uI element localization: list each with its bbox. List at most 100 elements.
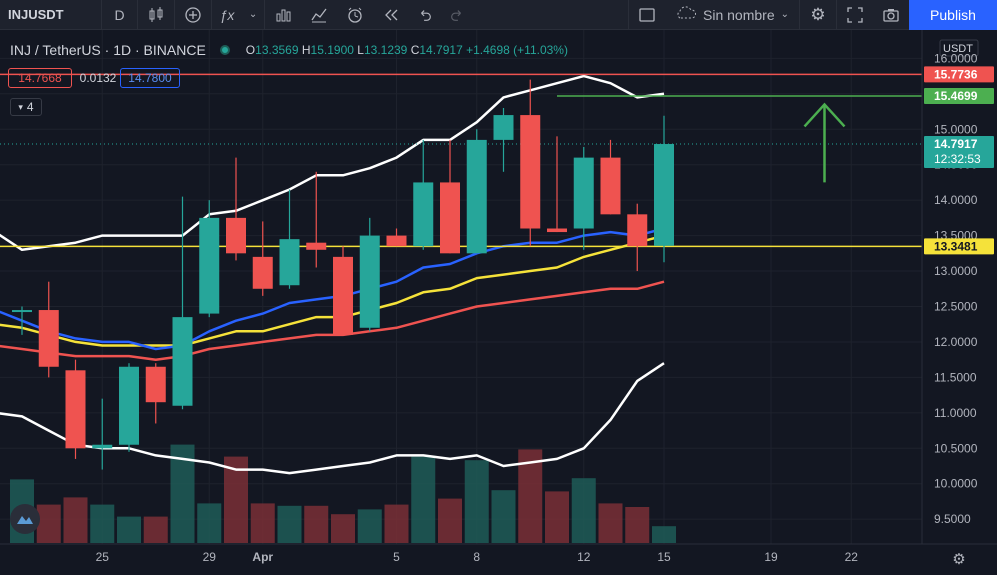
time-tick: 12 — [577, 550, 591, 564]
replay-icon[interactable] — [373, 0, 409, 30]
candle-body — [145, 366, 166, 403]
candle — [466, 129, 487, 254]
candle-body — [252, 256, 273, 289]
buy-price-button[interactable]: 14.7800 — [120, 68, 180, 88]
candle-body — [119, 366, 139, 445]
candle-body — [547, 228, 567, 233]
fullscreen-icon[interactable] — [837, 0, 873, 30]
high-value: 15.1900 — [310, 43, 354, 57]
volume-bar — [384, 504, 409, 543]
fx-icon[interactable]: ƒx — [219, 6, 235, 23]
interval-button[interactable]: D — [102, 0, 138, 30]
currency-label: USDT — [943, 43, 973, 55]
layout-name: Sin nombre — [703, 6, 775, 23]
countdown-label: 12:32:53 — [934, 152, 981, 166]
camera-icon[interactable] — [873, 0, 909, 30]
change-value: +1.4698 (+11.03%) — [466, 43, 568, 57]
volume-bar — [652, 526, 676, 543]
price-tick: 9.5000 — [934, 512, 971, 526]
target-arrow — [803, 102, 846, 183]
candle-body — [226, 217, 246, 254]
volume-bar — [36, 504, 61, 543]
candle-body — [386, 235, 407, 247]
candle-body — [600, 157, 621, 215]
publish-button[interactable]: Publish — [909, 0, 997, 30]
redo-icon[interactable] — [441, 0, 473, 30]
currency-box — [939, 39, 979, 57]
ema-blue-line — [0, 227, 665, 351]
gear-icon[interactable]: ⚙ — [810, 4, 826, 24]
chart-grid — [0, 30, 922, 544]
price-axis-bg — [922, 30, 997, 575]
chevron-down-icon[interactable]: ⌄ — [248, 9, 258, 20]
add-indicator-icon[interactable] — [175, 0, 211, 30]
alert-icon[interactable] — [337, 0, 373, 30]
bar-chart-icon[interactable] — [265, 0, 301, 30]
candle — [654, 115, 674, 263]
support-yellow-tag-label: 13.3481 — [934, 239, 978, 253]
time-tick: 5 — [393, 550, 400, 564]
horizontal-lines — [0, 73, 922, 248]
undo-icon[interactable] — [409, 0, 441, 30]
price-tick: 12.5000 — [934, 299, 978, 313]
time-tick: 29 — [203, 550, 217, 564]
candle — [172, 196, 193, 410]
symbol-search[interactable]: INJUSDT — [0, 0, 102, 30]
volume-bar — [277, 505, 302, 543]
volume-bar — [438, 498, 462, 543]
time-axis: 25 29 Apr 5 8 12 15 19 22 ⚙ — [0, 543, 997, 575]
close-value: 14.7917 — [419, 43, 463, 57]
open-value: 13.3569 — [255, 43, 299, 57]
volume-bar — [117, 516, 141, 543]
candle-body — [92, 444, 113, 449]
candle — [38, 281, 59, 378]
last-price-tag — [924, 136, 994, 169]
candle-body — [440, 182, 460, 254]
price-tick: 11.5000 — [934, 370, 977, 384]
volume-bar — [331, 514, 355, 543]
toolbar-separator — [264, 0, 265, 30]
chart-legend: INJ / TetherUS · 1D · BINANCE O13.3569 H… — [10, 42, 568, 58]
compare-icon[interactable] — [301, 0, 337, 30]
gear-icon: ⚙ — [952, 551, 965, 568]
candles-icon[interactable] — [138, 0, 174, 30]
indicators-toggle[interactable]: ▾ 4 — [10, 98, 42, 116]
candle — [306, 171, 327, 268]
tradingview-logo-icon[interactable] — [10, 504, 40, 534]
fullscreen-layout-icon[interactable] — [629, 0, 665, 30]
price-tick: 11.0000 — [934, 406, 977, 420]
chevron-down-icon: ⌄ — [780, 9, 789, 20]
price-chart[interactable]: USDT16.000015.500015.000014.500014.00001… — [0, 30, 997, 575]
sell-price-button[interactable]: 14.7668 — [8, 68, 72, 88]
candle — [440, 139, 460, 254]
time-tick: 8 — [473, 550, 480, 564]
time-tick: 19 — [764, 550, 778, 564]
volume-bar — [598, 503, 623, 543]
candle — [199, 200, 220, 318]
candle — [279, 189, 300, 289]
volume-bar — [545, 491, 569, 543]
high-label: H — [301, 43, 311, 57]
volume-bar — [143, 516, 168, 543]
candle — [359, 217, 380, 332]
candle-body — [38, 310, 59, 367]
ema-red-line — [0, 280, 665, 361]
volume-bar — [625, 507, 650, 543]
volume-bar — [357, 509, 382, 543]
volume-bar — [518, 449, 543, 543]
volume-bar — [250, 503, 275, 543]
arrow-head — [803, 102, 846, 128]
legend-title[interactable]: INJ / TetherUS · 1D · BINANCE — [10, 42, 206, 58]
candle — [65, 359, 86, 459]
candle — [226, 157, 246, 261]
candle — [520, 79, 541, 247]
volume-bar — [304, 505, 329, 543]
layout-menu[interactable]: Sin nombre ⌄ — [665, 6, 799, 23]
volume-bar — [197, 503, 222, 543]
candle-body — [359, 235, 380, 328]
cloud-icon — [675, 6, 697, 23]
candle-body — [65, 370, 86, 449]
toolbar-separator — [211, 0, 212, 30]
low-label: L — [357, 43, 364, 57]
candle-body — [520, 115, 541, 229]
